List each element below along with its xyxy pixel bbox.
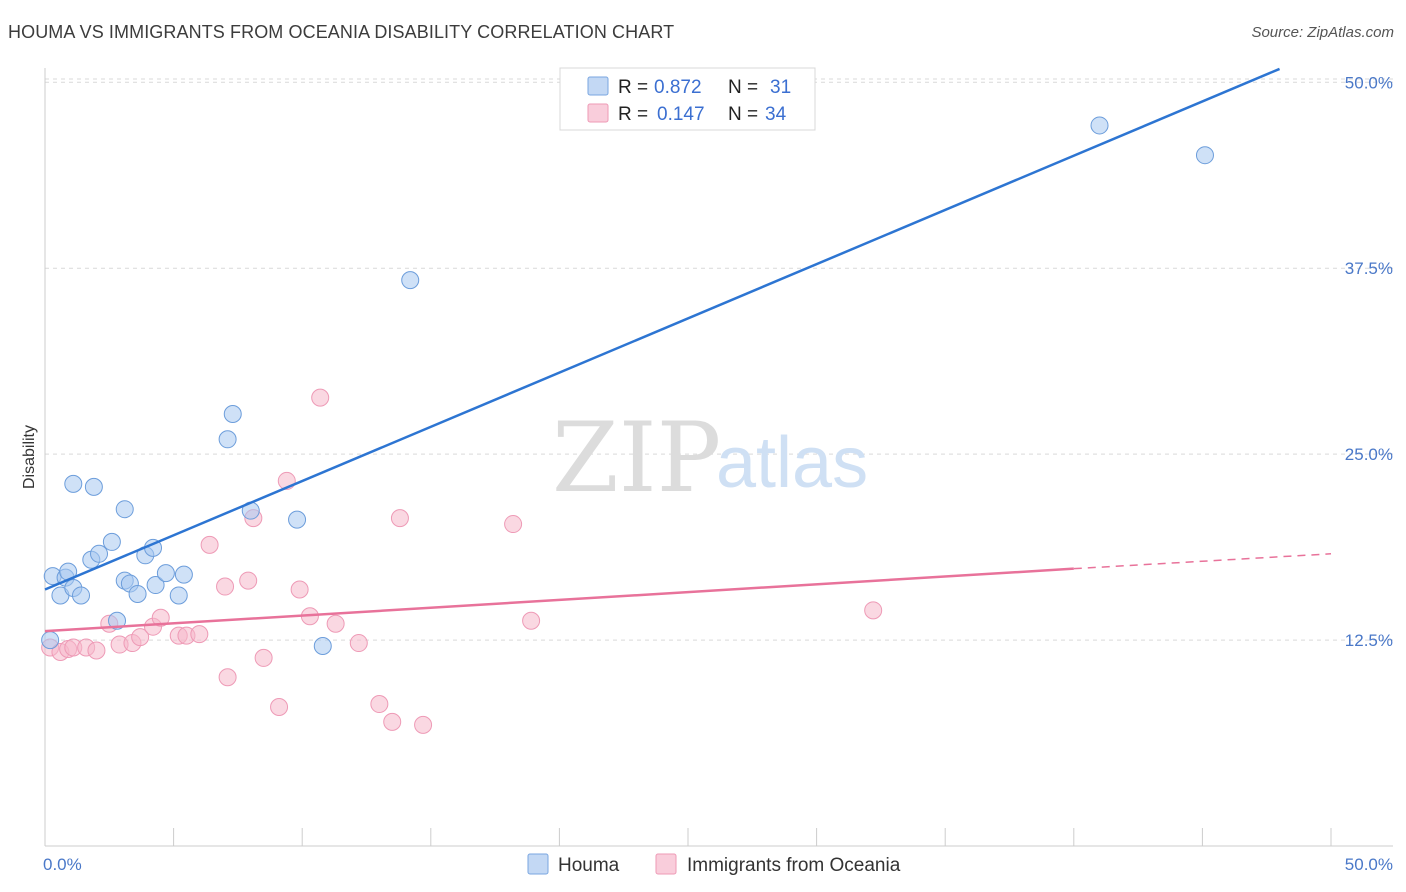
houma-point	[174, 565, 193, 584]
axes	[44, 68, 1393, 847]
legend-swatch-houma	[587, 76, 609, 96]
houma-point	[146, 576, 165, 595]
oceania-point	[290, 580, 309, 599]
houma-point	[288, 510, 307, 529]
oceania-point	[414, 715, 433, 734]
legend-r-value-oceania: 0.147	[657, 104, 705, 125]
bottom-legend-houma: Houma	[558, 855, 620, 876]
oceania-point	[390, 509, 409, 528]
oceania-series	[41, 388, 883, 734]
houma-point	[218, 430, 237, 449]
oceania-point	[370, 695, 389, 714]
oceania-point	[200, 535, 219, 554]
oceania-point	[326, 614, 345, 633]
houma-point	[169, 586, 188, 605]
houma-point	[1195, 146, 1214, 165]
oceania-point	[311, 388, 330, 407]
oceania-point	[216, 577, 235, 596]
oceania-point	[349, 634, 368, 653]
x-tick-min: 0.0%	[43, 855, 82, 874]
x-tick-max: 50.0%	[1345, 855, 1393, 874]
bottom-legend-swatch-oceania	[655, 853, 677, 875]
y-tick-label: 50.0%	[1345, 73, 1393, 92]
oceania-trend-extension	[1073, 553, 1332, 570]
houma-point	[102, 532, 121, 551]
source-label: Source: ZipAtlas.com	[1251, 24, 1394, 41]
legend-r-label-houma: R =	[618, 77, 648, 98]
houma-point	[84, 477, 103, 496]
houma-point	[108, 611, 127, 630]
oceania-point	[239, 571, 258, 590]
oceania-point	[522, 611, 541, 630]
watermark: ZIP atlas	[552, 402, 868, 514]
houma-point	[90, 544, 109, 563]
oceania-point	[87, 641, 106, 660]
houma-trend-line	[44, 67, 1281, 591]
houma-point	[115, 500, 134, 519]
legend-r-value-houma: 0.872	[654, 77, 702, 98]
y-tick-label: 12.5%	[1345, 631, 1393, 650]
y-axis-label: Disability	[21, 425, 38, 489]
series-legend: Houma Immigrants from Oceania	[527, 853, 901, 876]
y-tick-label: 37.5%	[1345, 259, 1393, 278]
houma-point	[401, 271, 420, 290]
legend-r-label-oceania: R =	[618, 104, 648, 125]
houma-point	[41, 631, 60, 650]
legend-n-label-oceania: N =	[728, 104, 758, 125]
houma-point	[313, 637, 332, 656]
oceania-point	[270, 698, 289, 717]
legend-n-label-houma: N =	[728, 77, 758, 98]
legend-swatch-oceania	[587, 103, 609, 123]
houma-point	[72, 586, 91, 605]
oceania-point	[504, 515, 523, 534]
houma-point	[1090, 116, 1109, 135]
oceania-point	[383, 712, 402, 731]
oceania-trend-line	[44, 567, 1074, 633]
watermark-atlas: atlas	[716, 423, 868, 503]
houma-point	[156, 564, 175, 583]
bottom-legend-swatch-houma	[527, 853, 549, 875]
oceania-point	[864, 601, 883, 620]
legend-n-value-houma: 31	[770, 77, 791, 98]
chart-title: HOUMA VS IMMIGRANTS FROM OCEANIA DISABIL…	[8, 22, 675, 42]
houma-point	[223, 404, 242, 423]
bottom-legend-oceania: Immigrants from Oceania	[687, 855, 901, 876]
oceania-point	[254, 648, 273, 667]
legend-n-value-oceania: 34	[765, 104, 787, 125]
oceania-point	[190, 625, 209, 644]
y-tick-label: 25.0%	[1345, 445, 1393, 464]
watermark-zip: ZIP	[552, 402, 721, 514]
houma-point	[64, 474, 83, 493]
oceania-point	[131, 628, 150, 647]
oceania-point	[218, 668, 237, 687]
correlation-legend: R = 0.872 N = 31 R = 0.147 N = 34	[559, 67, 816, 131]
houma-series	[41, 116, 1214, 656]
houma-point	[128, 584, 147, 603]
y-tick-labels: 12.5% 25.0% 37.5% 50.0%	[1345, 73, 1393, 650]
gridlines	[45, 78, 1393, 641]
oceania-point	[151, 608, 170, 627]
trend-lines	[44, 67, 1332, 633]
